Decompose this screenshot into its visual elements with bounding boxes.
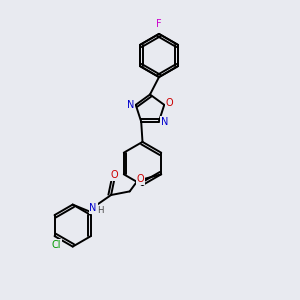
Text: O: O bbox=[136, 174, 144, 184]
Text: O: O bbox=[166, 98, 173, 108]
Text: H: H bbox=[97, 206, 103, 215]
Text: O: O bbox=[110, 170, 118, 180]
Text: Cl: Cl bbox=[51, 239, 61, 250]
Text: N: N bbox=[127, 100, 134, 110]
Text: N: N bbox=[89, 203, 97, 213]
Text: N: N bbox=[160, 117, 168, 127]
Text: F: F bbox=[156, 19, 162, 29]
